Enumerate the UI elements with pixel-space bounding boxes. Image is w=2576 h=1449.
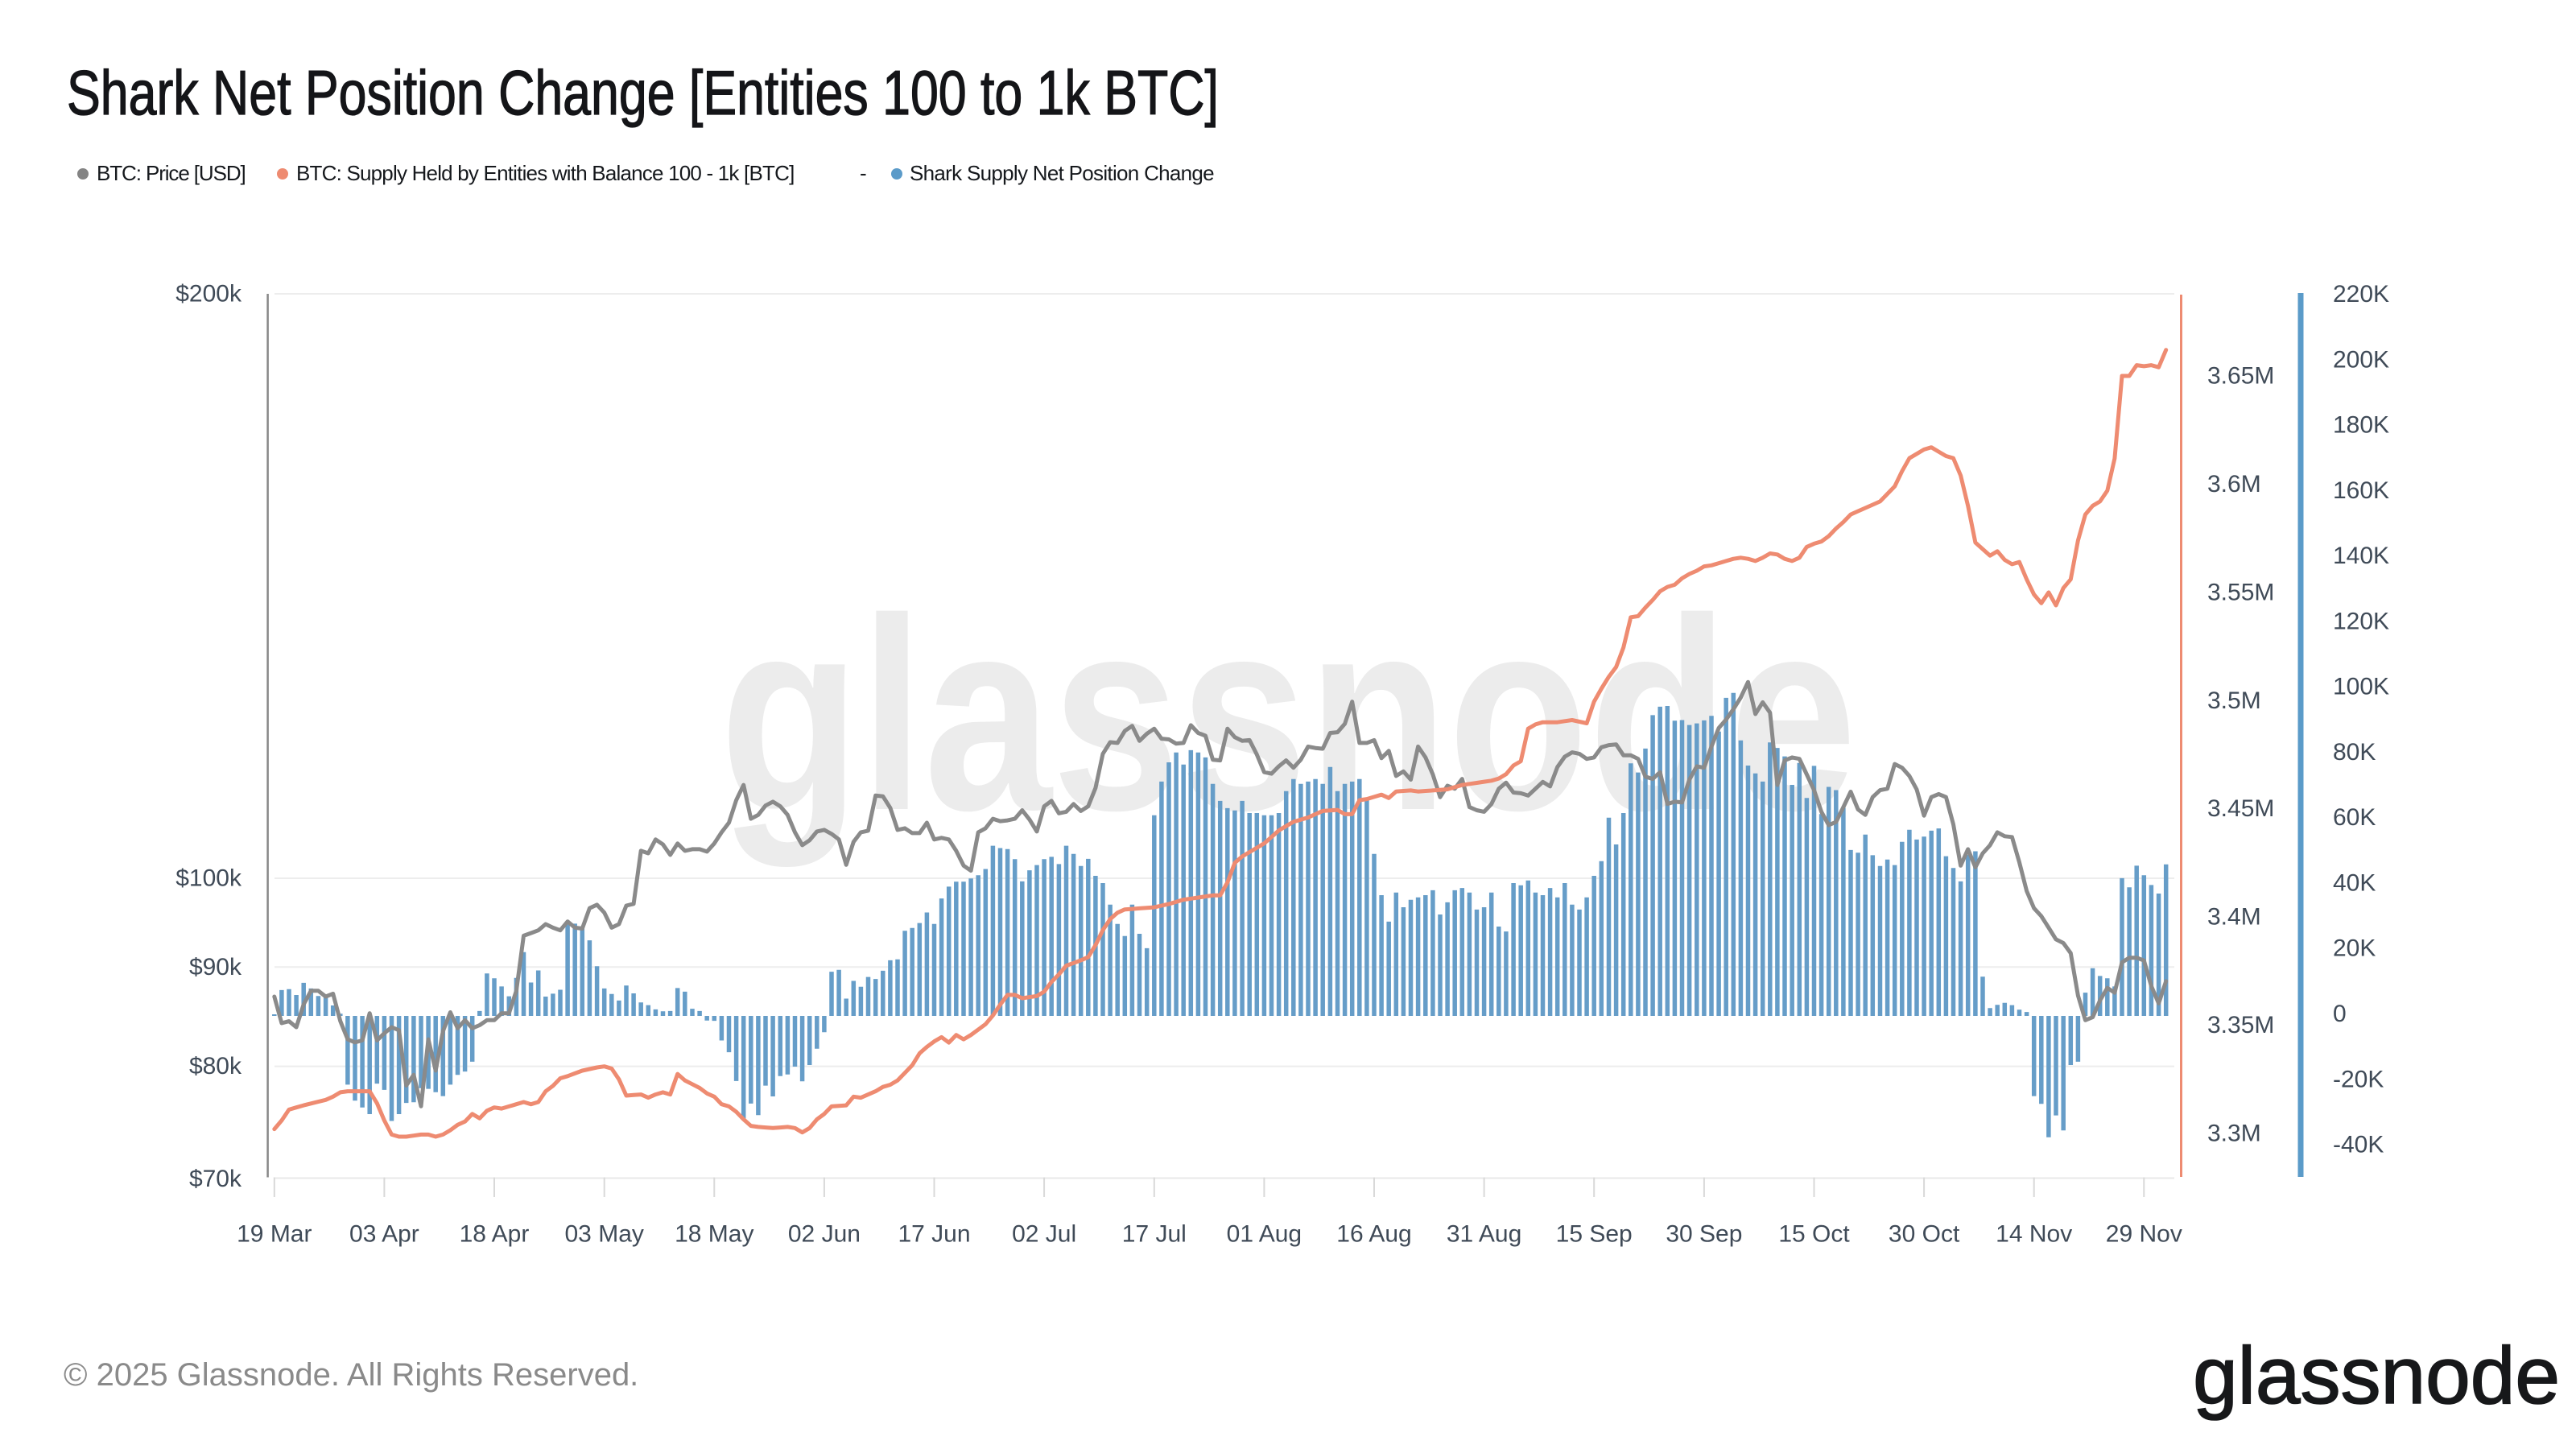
svg-text:160K: 160K [2333,477,2389,504]
svg-text:30 Sep: 30 Sep [1666,1221,1742,1248]
svg-text:-20K: -20K [2333,1066,2384,1092]
svg-text:40K: 40K [2333,870,2376,897]
svg-text:20K: 20K [2333,935,2376,962]
svg-text:19 Mar: 19 Mar [237,1221,312,1248]
svg-text:100K: 100K [2333,674,2389,700]
svg-text:220K: 220K [2333,281,2389,308]
svg-text:14 Nov: 14 Nov [1996,1221,2072,1248]
svg-text:3.6M: 3.6M [2207,471,2261,497]
svg-text:$100k: $100k [175,865,242,891]
svg-text:02 Jul: 02 Jul [1012,1221,1076,1248]
svg-text:31 Aug: 31 Aug [1447,1221,1521,1248]
svg-text:17 Jul: 17 Jul [1122,1221,1187,1248]
svg-text:$70k: $70k [189,1166,242,1192]
svg-text:$200k: $200k [175,281,242,308]
svg-text:3.3M: 3.3M [2207,1121,2261,1147]
svg-text:15 Oct: 15 Oct [1778,1221,1850,1248]
svg-text:3.35M: 3.35M [2207,1012,2274,1038]
svg-text:03 May: 03 May [565,1221,644,1248]
svg-text:60K: 60K [2333,804,2376,831]
svg-text:01 Aug: 01 Aug [1227,1221,1302,1248]
svg-text:0: 0 [2333,1001,2347,1027]
svg-text:3.4M: 3.4M [2207,904,2261,931]
svg-text:3.45M: 3.45M [2207,795,2274,822]
svg-text:03 Apr: 03 Apr [349,1221,419,1248]
svg-text:17 Jun: 17 Jun [898,1221,970,1248]
svg-text:3.65M: 3.65M [2207,363,2274,390]
svg-text:140K: 140K [2333,543,2389,569]
svg-text:02 Jun: 02 Jun [788,1221,861,1248]
svg-text:16 Aug: 16 Aug [1336,1221,1411,1248]
svg-text:3.55M: 3.55M [2207,579,2274,605]
svg-text:18 Apr: 18 Apr [460,1221,530,1248]
svg-text:80K: 80K [2333,739,2376,766]
svg-text:29 Nov: 29 Nov [2106,1221,2182,1248]
svg-text:3.5M: 3.5M [2207,687,2261,714]
svg-text:15 Sep: 15 Sep [1556,1221,1633,1248]
svg-text:$80k: $80k [189,1053,242,1080]
svg-text:200K: 200K [2333,346,2389,373]
svg-text:-40K: -40K [2333,1132,2384,1158]
svg-text:18 May: 18 May [675,1221,753,1248]
svg-text:120K: 120K [2333,608,2389,634]
svg-text:30 Oct: 30 Oct [1889,1221,1960,1248]
svg-text:180K: 180K [2333,412,2389,439]
svg-text:$90k: $90k [189,954,242,980]
